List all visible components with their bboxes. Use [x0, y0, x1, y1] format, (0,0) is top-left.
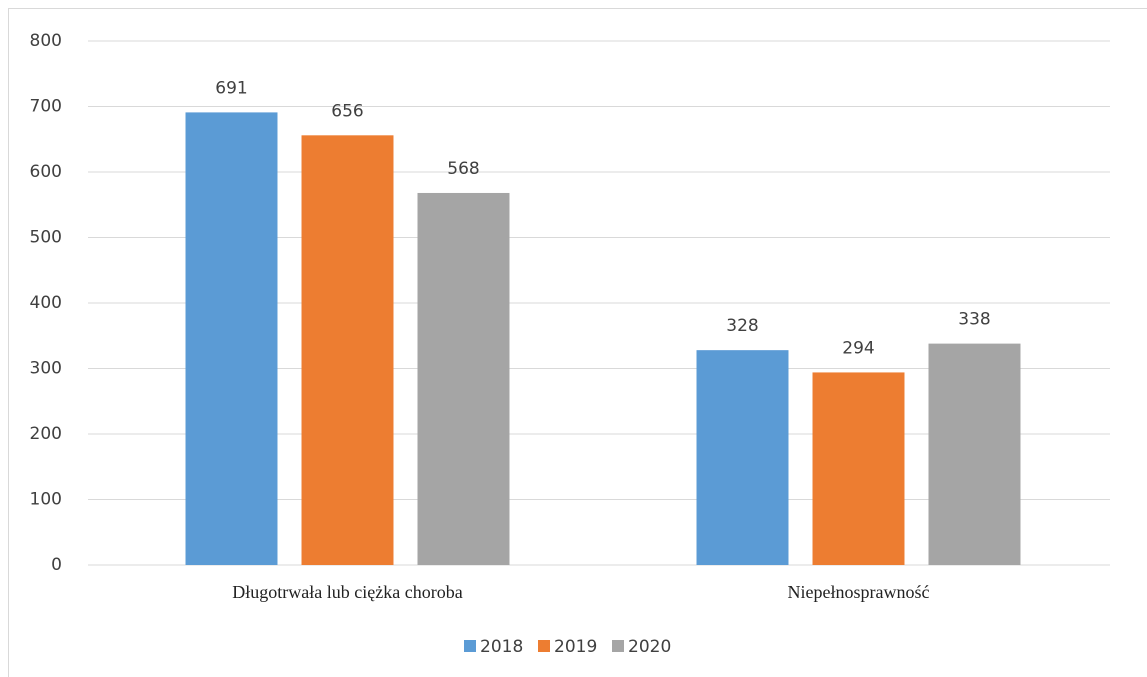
y-tick-label: 0	[51, 555, 62, 575]
bar	[417, 192, 510, 565]
data-label: 691	[215, 78, 247, 98]
data-label: 338	[958, 310, 990, 330]
y-tick-label: 800	[30, 31, 62, 51]
x-tick-label: Długotrwała lub ciężka choroba	[232, 582, 462, 602]
data-label: 656	[331, 101, 363, 121]
data-label: 328	[726, 316, 758, 336]
y-tick-label: 300	[30, 359, 62, 379]
legend-swatch	[464, 640, 476, 652]
legend-swatch	[538, 640, 550, 652]
bar	[185, 112, 278, 566]
bar	[301, 135, 394, 565]
y-tick-label: 500	[30, 228, 62, 248]
bar	[696, 350, 789, 565]
y-tick-label: 600	[30, 162, 62, 182]
y-tick-label: 100	[30, 490, 62, 510]
data-label: 294	[842, 338, 874, 358]
legend-label: 2019	[554, 637, 597, 657]
legend-label: 2018	[480, 637, 523, 657]
legend-swatch	[612, 640, 624, 652]
x-tick-label: Niepełnosprawność	[788, 582, 930, 602]
legend-label: 2020	[628, 637, 671, 657]
data-label: 568	[447, 159, 479, 179]
chart-border	[8, 8, 1147, 677]
bar	[812, 372, 905, 565]
y-tick-label: 200	[30, 424, 62, 444]
y-tick-label: 700	[30, 97, 62, 117]
bar	[928, 343, 1021, 565]
y-tick-label: 400	[30, 293, 62, 313]
